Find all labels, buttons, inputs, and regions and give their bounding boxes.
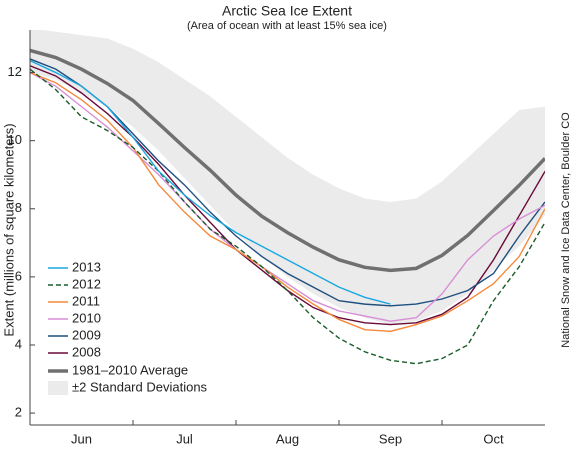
y-axis-label: Extent (millions of square kilometers) bbox=[1, 123, 16, 336]
legend-swatch bbox=[48, 381, 68, 395]
series-line bbox=[30, 65, 545, 326]
series-line bbox=[30, 58, 545, 307]
y-tick-label: 6 bbox=[15, 268, 22, 283]
x-tick-label: Oct bbox=[483, 431, 504, 446]
x-tick-label: Sep bbox=[379, 431, 402, 446]
series-line bbox=[30, 68, 545, 365]
plot-area bbox=[30, 30, 545, 365]
legend-label: 2009 bbox=[72, 327, 101, 342]
series-line bbox=[30, 71, 545, 322]
x-tick-label: Jul bbox=[176, 431, 193, 446]
series-line bbox=[30, 71, 545, 333]
chart-subtitle: (Area of ocean with at least 15% sea ice… bbox=[187, 20, 387, 32]
credit: National Snow and Ice Data Center, Bould… bbox=[560, 112, 572, 348]
y-tick-label: 4 bbox=[15, 336, 22, 351]
chart-title: Arctic Sea Ice Extent bbox=[222, 3, 352, 19]
average-line bbox=[30, 48, 545, 273]
legend-label: 2012 bbox=[72, 276, 101, 291]
legend-label: 2011 bbox=[72, 293, 100, 308]
y-tick-label: 2 bbox=[15, 405, 22, 420]
legend-label: ±2 Standard Deviations bbox=[72, 379, 208, 394]
series-line bbox=[30, 60, 391, 305]
legend-label: 1981–2010 Average bbox=[72, 362, 188, 377]
legend-label: 2008 bbox=[72, 344, 101, 359]
x-tick-label: Aug bbox=[276, 431, 299, 446]
x-tick-label: Jun bbox=[71, 431, 92, 446]
legend-label: 2010 bbox=[72, 310, 101, 325]
y-tick-label: 8 bbox=[15, 200, 22, 215]
std-band bbox=[30, 30, 545, 325]
legend-label: 2013 bbox=[72, 259, 101, 274]
y-tick-label: 12 bbox=[8, 64, 22, 79]
y-tick-label: 10 bbox=[8, 132, 22, 147]
